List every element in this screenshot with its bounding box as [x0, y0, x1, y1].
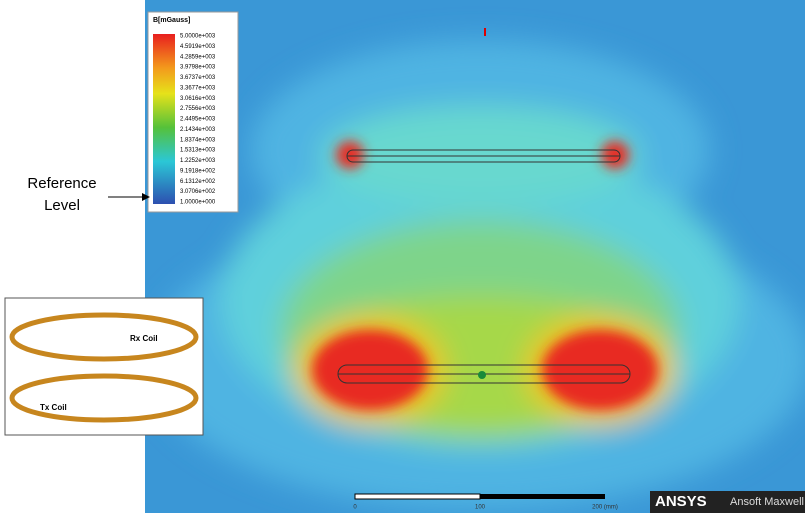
- legend-level: 1.0000e+000: [180, 200, 216, 206]
- legend-level: 3.0706e+002: [180, 189, 216, 195]
- legend-level: 2.4495e+003: [180, 117, 216, 123]
- scale-bar: [355, 494, 480, 499]
- inset-label: Rx Coil: [130, 334, 158, 343]
- inset-label: Tx Coil: [40, 403, 67, 412]
- legend-level: 1.5313e+003: [180, 148, 216, 154]
- legend-level: 5.0000e+003: [180, 34, 216, 40]
- legend-level: 6.1312e+002: [180, 179, 216, 185]
- legend-level: 3.0616e+003: [180, 96, 216, 102]
- annotation: Level: [44, 197, 80, 214]
- legend-level: 3.3677e+003: [180, 85, 216, 91]
- legend-level: 9.1918e+002: [180, 168, 216, 174]
- scale-label: 100: [475, 505, 486, 511]
- legend-level: 1.2252e+003: [180, 158, 216, 164]
- legend-title: B[mGauss]: [153, 17, 190, 24]
- legend-level: 2.7556e+003: [180, 106, 216, 112]
- logo: ANSYS: [655, 493, 707, 510]
- field-plot: [145, 0, 805, 513]
- color-bar: [153, 34, 175, 204]
- legend-level: 2.1434e+003: [180, 127, 216, 133]
- legend-level: 1.8374e+003: [180, 137, 216, 143]
- scale-label: 200 (mm): [592, 505, 618, 511]
- legend-level: 4.2859e+003: [180, 54, 216, 60]
- product: Ansoft Maxwell: [730, 496, 804, 508]
- scale-bar: [480, 494, 605, 499]
- screenshot: B[mGauss] 5.0000e+003 4.5919e+003 4.2859e+…: [0, 0, 805, 513]
- legend-level: 4.5919e+003: [180, 44, 216, 50]
- legend-level: 3.9798e+003: [180, 65, 216, 71]
- legend-level: 3.6737e+003: [180, 75, 216, 81]
- annotation: Reference: [27, 175, 96, 192]
